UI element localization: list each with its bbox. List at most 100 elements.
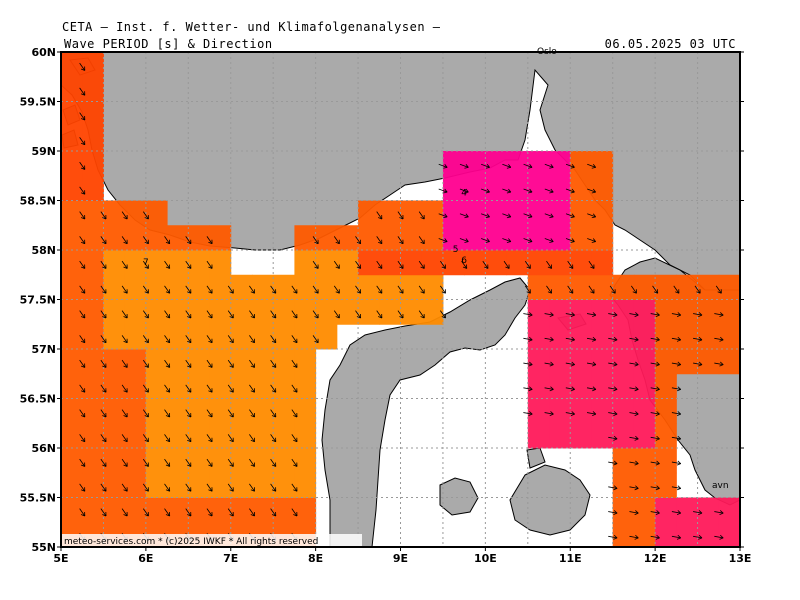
- period-cell: [103, 448, 126, 474]
- direction-arrow: [142, 409, 149, 418]
- lat-tick-label: 58.5N: [20, 195, 56, 208]
- direction-arrow: [333, 236, 340, 245]
- direction-arrow: [79, 236, 86, 245]
- lon-tick-label: 9E: [393, 552, 408, 565]
- period-cell: [61, 200, 83, 226]
- direction-arrow: [100, 310, 107, 319]
- place-copenhagen: avn: [712, 481, 729, 491]
- direction-arrow: [227, 458, 234, 467]
- period-cell: [209, 324, 232, 350]
- direction-arrow: [565, 188, 575, 194]
- period-cell: [676, 522, 699, 547]
- period-cell: [209, 472, 232, 498]
- period-cell: [209, 398, 232, 424]
- period-cell: [82, 324, 104, 350]
- period-cell: [188, 274, 211, 300]
- period-cell: [591, 349, 614, 375]
- direction-arrow: [438, 163, 448, 169]
- direction-arrow: [546, 285, 553, 294]
- contour-label: 5: [453, 245, 459, 255]
- map-layers: 7 4 56: [61, 52, 740, 547]
- direction-arrow: [650, 411, 660, 417]
- period-cell: [506, 175, 529, 201]
- period-cell: [570, 225, 592, 251]
- period-cell: [61, 225, 83, 251]
- direction-arrow: [312, 310, 319, 319]
- period-cell: [527, 324, 550, 350]
- period-cell: [167, 497, 189, 523]
- period-cell: [82, 373, 104, 399]
- direction-arrow: [650, 312, 660, 318]
- direction-arrow: [587, 238, 597, 243]
- period-cell: [230, 497, 253, 523]
- period-cell: [549, 299, 571, 325]
- period-cell: [527, 299, 550, 325]
- direction-arrow: [185, 359, 192, 368]
- direction-arrow: [418, 285, 425, 294]
- period-cell: [315, 225, 338, 251]
- direction-arrow: [100, 335, 107, 344]
- period-cell: [294, 299, 317, 325]
- direction-arrow: [418, 211, 425, 220]
- period-cell: [82, 101, 104, 127]
- period-cell: [655, 349, 677, 375]
- period-cell: [464, 225, 486, 251]
- direction-arrow: [397, 211, 404, 220]
- period-cell: [655, 448, 677, 474]
- period-cell: [718, 497, 740, 523]
- direction-arrow: [671, 485, 682, 491]
- lat-tick-label: 60N: [31, 46, 56, 59]
- period-cell: [61, 448, 83, 474]
- direction-arrow: [523, 386, 533, 392]
- period-cell: [124, 274, 147, 300]
- direction-arrow: [587, 163, 597, 169]
- period-cell: [124, 423, 147, 449]
- direction-arrow: [524, 285, 531, 294]
- period-cell: [527, 250, 550, 276]
- period-cell: [188, 398, 211, 424]
- period-cell: [379, 274, 401, 300]
- direction-arrow: [586, 312, 597, 318]
- period-cell: [251, 349, 274, 375]
- direction-arrow: [121, 236, 128, 245]
- period-cell: [718, 299, 740, 325]
- direction-arrow: [397, 285, 404, 294]
- period-cell: [464, 175, 486, 201]
- direction-arrow: [459, 238, 469, 243]
- period-cell: [145, 200, 168, 226]
- period-cell: [273, 274, 295, 300]
- direction-arrow: [544, 163, 554, 169]
- period-cell: [591, 175, 614, 201]
- period-cell: [273, 398, 295, 424]
- period-cell: [188, 448, 211, 474]
- direction-arrow: [671, 534, 682, 540]
- lat-tick-label: 59.5N: [20, 96, 56, 109]
- direction-arrow: [206, 236, 213, 245]
- period-cell: [167, 274, 189, 300]
- period-cell: [251, 274, 274, 300]
- period-cell: [633, 448, 656, 474]
- period-cell: [570, 324, 592, 350]
- direction-arrow: [206, 310, 213, 319]
- period-cell: [61, 398, 83, 424]
- period-cell: [145, 349, 168, 375]
- direction-arrow: [206, 508, 213, 517]
- direction-arrow: [227, 508, 234, 517]
- period-cell: [61, 126, 83, 152]
- direction-arrow: [79, 211, 86, 220]
- direction-arrow: [693, 510, 703, 516]
- period-cell: [230, 349, 253, 375]
- direction-arrow: [397, 236, 404, 245]
- period-cell: [188, 299, 211, 325]
- period-cell: [315, 250, 338, 276]
- period-cell: [294, 373, 317, 399]
- direction-arrow: [291, 508, 298, 517]
- period-cell: [61, 497, 83, 523]
- direction-arrow: [587, 188, 597, 194]
- direction-arrow: [206, 409, 213, 418]
- direction-arrow: [586, 336, 597, 342]
- direction-arrow: [100, 260, 107, 269]
- period-cell: [124, 299, 147, 325]
- period-cell: [485, 151, 508, 177]
- direction-arrow: [459, 163, 469, 169]
